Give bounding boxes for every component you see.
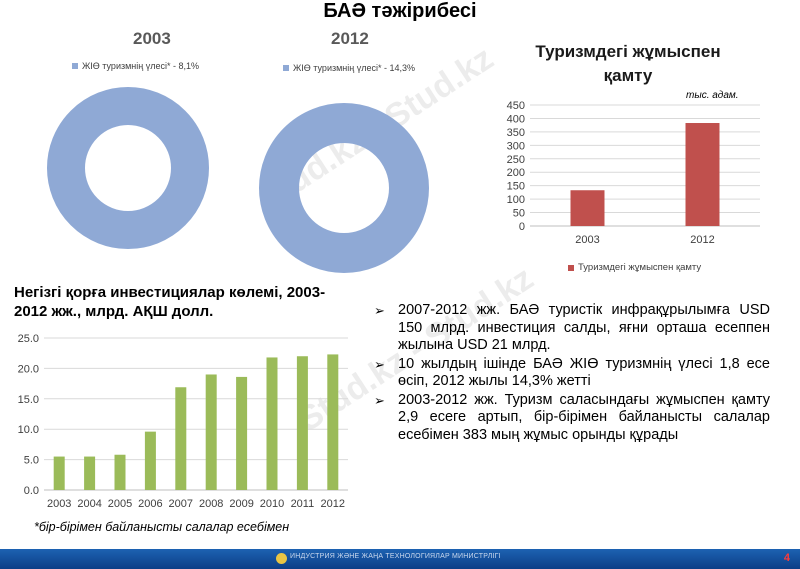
employment-legend: Туризмдегі жұмыспен қамту	[568, 262, 701, 273]
bar	[236, 376, 248, 490]
arrow-bullet-icon: ➢	[374, 392, 385, 408]
bar	[84, 456, 96, 490]
bar	[685, 123, 720, 226]
x-tick-label: 2010	[260, 498, 284, 510]
x-tick-label: 2008	[199, 498, 223, 510]
y-tick-label: 20.0	[18, 363, 39, 375]
y-tick-label: 300	[507, 140, 525, 152]
y-tick-label: 250	[507, 154, 525, 166]
x-tick-label: 2003	[575, 234, 599, 246]
y-tick-label: 100	[507, 194, 525, 206]
bar	[53, 456, 65, 490]
emblem-icon	[276, 553, 287, 564]
donut-chart-2012	[259, 103, 429, 273]
bar	[327, 354, 339, 490]
footer-org: ИНДУСТРИЯ ЖӘНЕ ЖАҢА ТЕХНОЛОГИЯЛАР МИНИСТ…	[290, 553, 501, 560]
bar	[266, 357, 278, 490]
y-tick-label: 0	[519, 221, 525, 233]
bullet-list: ➢ 2007-2012 жж. БАӘ туристік инфрақұрылым…	[372, 302, 770, 445]
x-tick-label: 2004	[77, 498, 101, 510]
y-tick-label: 400	[507, 113, 525, 125]
bar	[175, 387, 187, 490]
arrow-bullet-icon: ➢	[374, 303, 385, 318]
legend-swatch	[568, 264, 574, 271]
page-number: 4	[783, 552, 790, 564]
donut-chart-2003	[47, 87, 209, 249]
donut-ring-2003	[47, 87, 209, 249]
y-tick-label: 450	[507, 100, 525, 112]
bullet-text: 10 жылдың ішінде БАӘ ЖІӨ туризмнің үлесі…	[398, 355, 770, 390]
arrow-bullet-icon: ➢	[374, 356, 385, 372]
x-tick-label: 2006	[138, 498, 162, 510]
footer-bar: ИНДУСТРИЯ ЖӘНЕ ЖАҢА ТЕХНОЛОГИЯЛАР МИНИСТ…	[0, 549, 800, 569]
bar	[570, 190, 605, 226]
footnote: *бір-бірімен байланысты салалар есебімен	[34, 520, 290, 534]
legend-swatch	[72, 63, 78, 69]
donut-legend-text: ЖІӨ туризмнің үлесі* - 14,3%	[293, 63, 415, 73]
x-tick-label: 2012	[321, 498, 345, 510]
legend-swatch	[283, 65, 289, 71]
employment-legend-text: Туризмдегі жұмыспен қамту	[578, 262, 702, 273]
employment-chart-title: Туризмдегі жұмыспен қамту	[535, 42, 721, 85]
donut-legend-text: ЖІӨ туризмнің үлесі* - 8,1%	[82, 61, 199, 71]
bullet-item: ➢ 2007-2012 жж. БАӘ туристік инфрақұрылым…	[372, 302, 770, 355]
bar	[144, 431, 156, 490]
x-tick-label: 2007	[169, 498, 193, 510]
investment-bar-chart: 0.0 5.0 10.0 15.0 20.0 25.0 2003 2004 2005 2006 20…	[18, 333, 348, 510]
y-tick-label: 25.0	[18, 333, 39, 345]
y-tick-label: 0.0	[24, 485, 39, 497]
x-tick-label: 2003	[47, 498, 71, 510]
investment-chart-title: Негізгі қорға инвестициялар көлемі, 2003…	[14, 284, 326, 320]
donut-legend-2012: ЖІӨ туризмнің үлесі* - 14,3%	[283, 63, 415, 73]
y-tick-label: 350	[507, 127, 525, 139]
bullet-text: 2007-2012 жж. БАӘ туристік инфрақұрылымғ…	[398, 302, 770, 353]
donut-year-2012: 2012	[331, 29, 369, 48]
x-tick-label: 2005	[108, 498, 132, 510]
bullet-item: ➢ 2003-2012 жж. Туризм саласындағы жұмысп…	[372, 392, 770, 445]
donut-ring-2012	[259, 103, 429, 273]
y-tick-label: 10.0	[18, 424, 39, 436]
y-tick-label: 150	[507, 181, 525, 193]
y-tick-label: 200	[507, 167, 525, 179]
donut-year-2003: 2003	[133, 29, 171, 48]
bullet-item: ➢ 10 жылдың ішінде БАӘ ЖІӨ туризмнің үлес…	[372, 356, 770, 391]
page-title: БАӘ тәжірибесі	[323, 0, 477, 22]
y-tick-label: 50	[513, 208, 525, 220]
bullet-text: 2003-2012 жж. Туризм саласындағы жұмыспе…	[398, 391, 770, 443]
donut-legend-2003: ЖІӨ туризмнің үлесі* - 8,1%	[72, 61, 199, 71]
x-tick-label: 2011	[291, 498, 315, 510]
y-tick-label: 15.0	[18, 394, 39, 406]
x-tick-label: 2009	[229, 498, 253, 510]
bar	[296, 356, 308, 490]
employment-unit: тыс. адам.	[686, 90, 739, 101]
x-tick-label: 2012	[690, 234, 714, 246]
bar	[114, 454, 126, 490]
y-tick-label: 5.0	[24, 455, 39, 467]
bar	[205, 374, 217, 490]
